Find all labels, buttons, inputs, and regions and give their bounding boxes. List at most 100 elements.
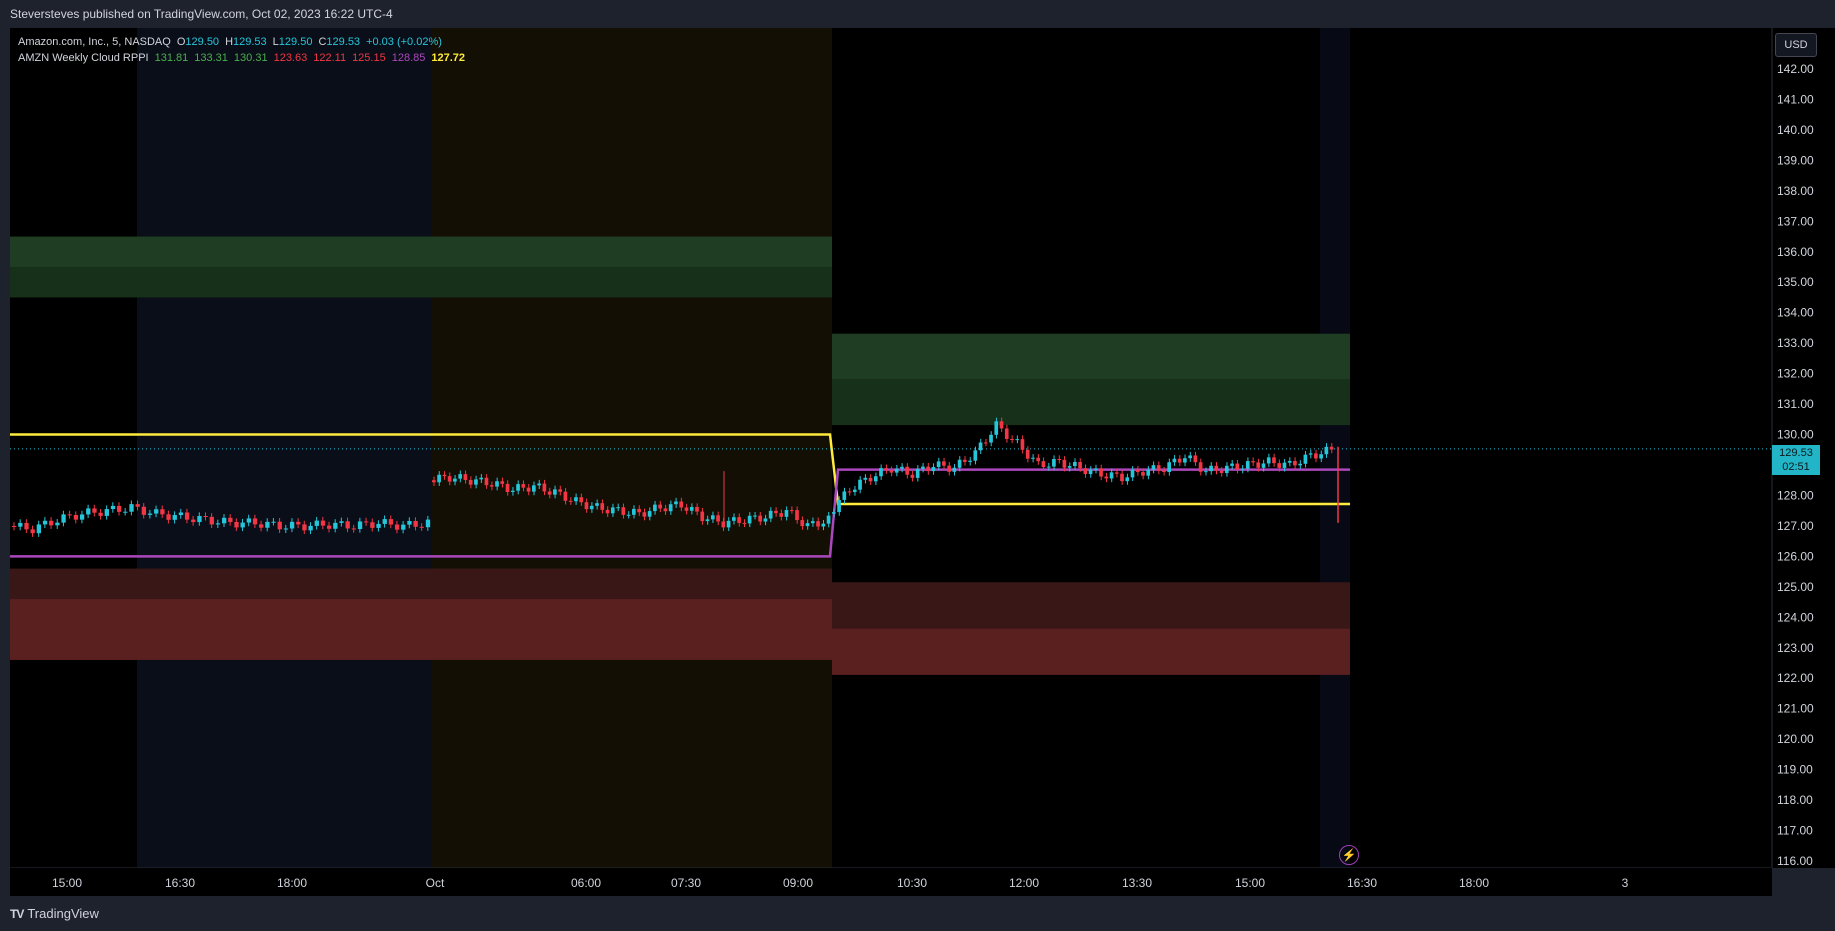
x-tick-label: 06:00	[571, 876, 601, 890]
ohlc-high: H129.53	[225, 36, 267, 48]
y-tick-label: 132.00	[1777, 367, 1814, 381]
indicator-value: 130.31	[233, 52, 268, 64]
x-tick-label: 07:30	[671, 876, 701, 890]
ohlc-change: +0.03 (+0.02%)	[366, 36, 442, 48]
candle-body	[983, 442, 988, 444]
candle-body	[394, 524, 400, 530]
candle-body	[999, 421, 1004, 429]
candle-body	[1031, 457, 1035, 459]
candle-body	[252, 518, 258, 525]
candle-body	[962, 459, 967, 462]
y-tick-label: 131.00	[1777, 397, 1814, 411]
candle-body	[873, 476, 878, 482]
tradingview-brand[interactable]: TV TradingView	[10, 906, 99, 921]
brand-text: TradingView	[27, 906, 99, 921]
candle-body	[1114, 472, 1119, 474]
candle-body	[674, 501, 678, 505]
y-tick-label: 136.00	[1777, 245, 1814, 259]
candle-body	[437, 474, 441, 483]
candle-body	[1224, 465, 1229, 474]
candle-body	[357, 521, 363, 530]
candle-body	[952, 467, 957, 472]
x-tick-label: 3	[1622, 876, 1629, 890]
candle-body	[474, 479, 478, 485]
candle-body	[1109, 472, 1114, 479]
candle-body	[926, 466, 930, 472]
currency-button[interactable]: USD	[1775, 33, 1817, 57]
candle-body	[265, 521, 270, 528]
candle-body	[191, 519, 196, 523]
candle-body	[642, 512, 647, 517]
candle-body	[894, 468, 899, 473]
candle-body	[1062, 459, 1067, 468]
candle-body	[1162, 470, 1166, 473]
y-tick-label: 134.00	[1777, 306, 1814, 320]
candle-body	[726, 520, 731, 528]
candle-body	[1135, 469, 1140, 473]
candle-body	[1308, 453, 1313, 455]
candle-body	[468, 479, 473, 485]
resistance-band-lower	[10, 267, 832, 298]
x-tick-label: 15:00	[1235, 876, 1265, 890]
candle-body	[49, 520, 54, 526]
candle-body	[784, 510, 789, 517]
candle-body	[705, 519, 710, 522]
candle-body	[1141, 472, 1145, 476]
support-band-lower	[10, 599, 832, 660]
indicator-name[interactable]: AMZN Weekly Cloud RPPI	[18, 52, 149, 64]
candle-body	[647, 511, 652, 517]
candle-body	[98, 512, 103, 516]
candle-body	[1219, 470, 1224, 474]
candle-body	[747, 515, 752, 524]
candle-body	[495, 481, 499, 487]
candle-body	[1329, 446, 1334, 450]
candle-body	[516, 484, 520, 491]
candle-body	[679, 501, 684, 508]
x-tick-label: 16:30	[1347, 876, 1377, 890]
candle-body	[289, 521, 295, 529]
candle-body	[931, 466, 936, 472]
candle-body	[228, 517, 233, 523]
candle-body	[900, 466, 904, 469]
candle-body	[351, 528, 357, 530]
candle-body	[1298, 463, 1302, 466]
y-tick-label: 121.00	[1777, 702, 1814, 716]
publish-header: Steversteves published on TradingView.co…	[0, 0, 1835, 28]
candle-body	[1052, 458, 1056, 467]
candle-body	[1193, 455, 1198, 463]
symbol-row: Amazon.com, Inc., 5, NASDAQ O129.50 H129…	[18, 34, 465, 50]
candle-body	[884, 468, 889, 471]
x-tick-label: 10:30	[897, 876, 927, 890]
candle-body	[12, 525, 17, 527]
candle-body	[989, 434, 993, 443]
support-band-upper	[10, 568, 832, 600]
candle-body	[921, 466, 925, 469]
candle-body	[24, 522, 29, 530]
candle-body	[413, 520, 418, 527]
candle-body	[684, 507, 689, 511]
candle-body	[458, 474, 462, 479]
candle-body	[942, 461, 946, 466]
candle-body	[968, 460, 972, 462]
candle-body	[616, 507, 620, 509]
candle-body	[30, 529, 35, 534]
candle-body	[800, 520, 805, 527]
symbol-name[interactable]: Amazon.com, Inc., 5, NASDAQ	[18, 36, 171, 48]
candle-body	[1156, 465, 1161, 471]
candle-body	[489, 485, 494, 487]
candle-body	[526, 487, 531, 492]
y-tick-label: 124.00	[1777, 610, 1814, 624]
time-axis-background	[10, 868, 1772, 896]
x-tick-label: 13:30	[1122, 876, 1152, 890]
candle-body	[716, 515, 720, 522]
lightning-bolt-icon[interactable]: ⚡	[1339, 845, 1359, 865]
candle-body	[689, 506, 694, 511]
candle-body	[1319, 454, 1323, 459]
candle-body	[419, 526, 424, 528]
candle-body	[837, 499, 841, 513]
candle-body	[1125, 477, 1130, 482]
candle-body	[18, 522, 23, 527]
ohlc-open: O129.50	[176, 36, 220, 48]
candle-body	[147, 513, 153, 515]
